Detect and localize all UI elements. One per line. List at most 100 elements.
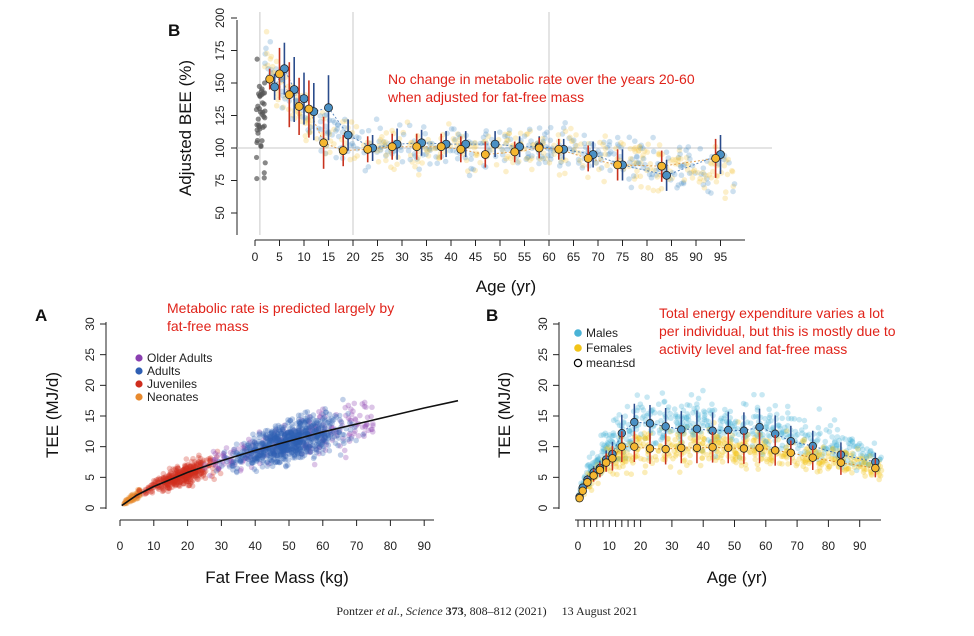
older-adult-point	[333, 429, 340, 436]
adult-point	[300, 440, 307, 447]
female-point	[696, 179, 703, 185]
older-adult-point	[319, 438, 326, 445]
male-point	[406, 122, 413, 129]
male-point	[686, 170, 693, 177]
adult-point	[329, 435, 336, 442]
female-point	[567, 134, 573, 141]
male-point	[628, 184, 635, 191]
female-point	[647, 165, 654, 172]
adult-point	[314, 419, 320, 426]
male-point	[580, 150, 586, 157]
juvenile-point	[136, 487, 142, 493]
y-tick-label: 20	[536, 378, 550, 392]
female-point	[669, 156, 676, 163]
juvenile-point	[162, 475, 168, 481]
older-adult-point	[216, 464, 223, 470]
mean-point	[436, 142, 446, 152]
female-point	[555, 132, 562, 138]
female-point	[701, 184, 708, 191]
x-tick-label: 40	[697, 539, 711, 553]
adult-point	[287, 434, 294, 441]
adult-point	[277, 428, 284, 435]
older-adult-point	[348, 434, 355, 440]
older-adult-point	[315, 427, 322, 433]
x-tick-label: 80	[640, 250, 654, 264]
juvenile-point	[189, 483, 196, 489]
female-point	[597, 139, 603, 146]
x-tick-label: 70	[591, 250, 605, 264]
adult-point	[254, 455, 261, 461]
male-point	[705, 188, 711, 195]
juvenile-point	[196, 452, 202, 459]
juvenile-point	[171, 467, 178, 473]
female-point	[620, 141, 627, 148]
male-point	[547, 156, 554, 163]
male-point	[669, 427, 676, 434]
female-point	[507, 155, 514, 161]
x-ticks: 0 10 20 30 40 50 60 70 80 90	[117, 520, 431, 553]
female-point	[415, 171, 422, 178]
juvenile-point	[177, 478, 183, 485]
older-adult-point	[306, 449, 313, 456]
mean-point	[456, 144, 466, 154]
older-adult-point	[343, 412, 349, 419]
adult-point	[272, 449, 278, 456]
male-point	[675, 182, 682, 188]
female-point	[400, 129, 407, 136]
older-adult-point	[338, 418, 344, 425]
older-adult-point	[336, 427, 343, 434]
female-point	[713, 178, 720, 185]
female-point	[303, 137, 309, 144]
mean-point	[808, 453, 817, 462]
male-point	[607, 167, 613, 174]
male-point	[575, 156, 582, 163]
x-axis-label: Age (yr)	[476, 277, 536, 296]
juvenile-point	[184, 475, 191, 482]
female-point	[722, 195, 728, 202]
adult-point	[280, 448, 286, 454]
juvenile-point	[197, 460, 204, 466]
juvenile-point	[165, 481, 172, 488]
female-point	[388, 164, 394, 171]
female-point	[380, 138, 386, 145]
female-point	[683, 154, 690, 161]
y-ticks: 50 75 100 125 150 175 200	[213, 8, 237, 220]
adult-point	[246, 444, 253, 450]
male-point	[604, 441, 611, 448]
adult-point	[287, 417, 293, 424]
male-point	[427, 161, 433, 167]
adult-point	[289, 443, 296, 449]
adult-point	[271, 451, 278, 457]
juvenile-point	[173, 481, 180, 488]
adult-point	[336, 428, 343, 435]
older-adult-point	[368, 426, 374, 433]
adult-point	[287, 418, 294, 424]
legend-label: Males	[586, 326, 618, 340]
male-point	[831, 417, 838, 423]
adult-point	[255, 453, 262, 459]
juvenile-point	[164, 484, 171, 490]
older-adult-point	[312, 425, 318, 432]
x-tick-label: 20	[634, 539, 648, 553]
juvenile-point	[200, 469, 206, 475]
mean-point	[661, 444, 670, 454]
juvenile-point	[165, 473, 172, 480]
adult-point	[251, 466, 258, 472]
annotation-line-1: Metabolic rate is predicted largely by	[167, 300, 394, 316]
adult-point	[345, 410, 351, 417]
older-adult-point	[278, 437, 284, 443]
male-point	[669, 169, 676, 176]
older-adult-point	[299, 451, 305, 457]
male-point	[525, 150, 531, 157]
mean-point	[630, 442, 639, 451]
adult-point	[289, 449, 295, 456]
x-tick-label: 70	[790, 539, 804, 553]
male-point	[572, 142, 579, 149]
older-adult-point	[261, 453, 267, 459]
older-adult-point	[299, 429, 305, 435]
mean-point	[284, 90, 294, 100]
juvenile-point	[152, 479, 159, 486]
male-point	[378, 144, 384, 151]
older-adult-point	[320, 406, 326, 412]
male-point	[382, 152, 389, 159]
